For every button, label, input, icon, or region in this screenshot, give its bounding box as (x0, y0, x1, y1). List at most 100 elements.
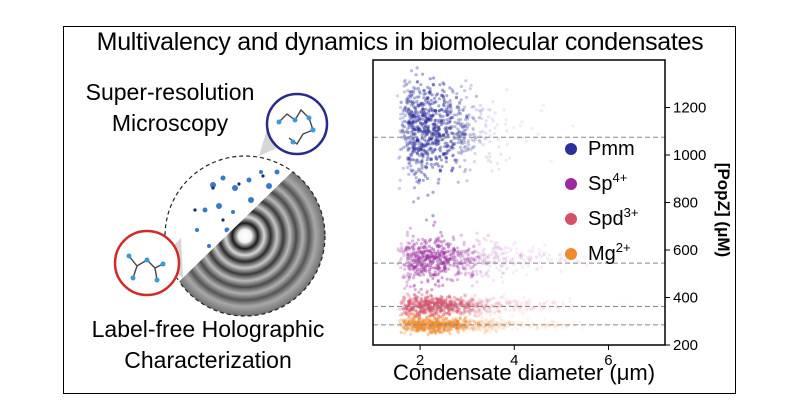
scatter-point (413, 299, 418, 303)
scatter-point (492, 318, 496, 322)
scatter-point (468, 259, 472, 264)
scatter-point (466, 302, 470, 306)
scatter-point (475, 325, 479, 329)
scatter-point (419, 102, 423, 106)
scatter-point (434, 266, 438, 270)
scatter-point (402, 262, 406, 267)
scatter-point (462, 130, 466, 134)
scatter-point (465, 301, 469, 305)
scatter-point (423, 300, 427, 304)
scatter-point (405, 233, 410, 237)
scatter-point (426, 138, 431, 142)
scatter-point (416, 238, 420, 242)
scatter-point (538, 260, 542, 264)
scatter-point (409, 116, 413, 120)
scatter-point (427, 257, 431, 261)
scatter-point (418, 145, 422, 149)
scatter-point (487, 306, 491, 310)
scatter-point (425, 323, 430, 327)
scatter-point (471, 269, 475, 273)
scatter-point (405, 307, 409, 311)
scatter-point (464, 316, 468, 320)
scatter-point (416, 325, 420, 330)
scatter-point (456, 331, 461, 335)
scatter-point (454, 160, 458, 165)
scatter-point (512, 322, 516, 326)
scatter-point (445, 255, 449, 259)
scatter-point (448, 320, 452, 324)
scatter-point (490, 322, 494, 326)
scatter-point (446, 245, 451, 249)
scatter-point (470, 284, 474, 288)
scatter-point (483, 329, 487, 333)
scatter-point (411, 302, 415, 306)
scatter-point (419, 146, 423, 150)
scatter-point (459, 112, 463, 116)
scatter-point (427, 117, 431, 121)
scatter-point (545, 256, 549, 260)
scatter-point (423, 118, 427, 122)
scatter-point (423, 143, 427, 147)
scatter-point (434, 253, 438, 257)
scatter-point (422, 268, 426, 272)
scatter-point (463, 306, 467, 310)
scatter-point (422, 96, 426, 100)
scatter-point (455, 319, 460, 323)
scatter-point (497, 167, 501, 171)
scatter-point (459, 325, 463, 329)
scatter-point (442, 250, 446, 254)
scatter-point (411, 327, 415, 331)
scatter-point (437, 244, 441, 248)
scatter-point (430, 321, 434, 325)
scatter-point (468, 309, 472, 314)
scatter-point (404, 245, 408, 249)
scatter-point (416, 329, 420, 333)
scatter-point (398, 155, 402, 159)
scatter-point (553, 301, 558, 305)
scatter-point (486, 158, 490, 162)
scatter-point (483, 325, 488, 329)
scatter-point (449, 321, 453, 325)
series-sp4- (396, 218, 614, 294)
scatter-point (442, 301, 446, 306)
scatter-point (401, 146, 405, 150)
scatter-point (403, 327, 407, 331)
scatter-point (409, 168, 413, 172)
scatter-point (482, 324, 486, 328)
scatter-point (464, 325, 469, 329)
scatter-point (398, 313, 402, 317)
scatter-point (403, 106, 407, 110)
scatter-point (459, 302, 463, 306)
scatter-point (441, 247, 445, 251)
scatter-point (458, 145, 462, 149)
scatter-point (403, 331, 407, 335)
scatter-point (493, 253, 497, 257)
scatter-point (410, 307, 414, 311)
scatter-point (484, 318, 488, 322)
scatter-point (444, 156, 448, 160)
scatter-point (413, 315, 417, 319)
scatter-point (423, 152, 427, 156)
scatter-point (465, 260, 469, 264)
scatter-point (465, 257, 470, 261)
scatter-point (442, 322, 446, 326)
scatter-point (436, 325, 440, 329)
scatter-point (451, 153, 455, 157)
scatter-point (456, 141, 460, 145)
scatter-point (409, 253, 414, 257)
scatter-point (432, 297, 436, 301)
scatter-point (457, 325, 461, 330)
scatter-point (452, 137, 456, 141)
scatter-point (409, 103, 413, 107)
scatter-point (417, 317, 421, 321)
scatter-point (468, 300, 472, 304)
scatter-point (454, 95, 458, 100)
scatter-point (428, 301, 432, 305)
scatter-point (416, 320, 420, 324)
legend-marker (565, 213, 577, 225)
scatter-point (448, 110, 452, 114)
scatter-point (397, 319, 401, 323)
scatter-point (442, 97, 446, 101)
scatter-point (481, 254, 485, 258)
scatter-point (509, 259, 513, 263)
